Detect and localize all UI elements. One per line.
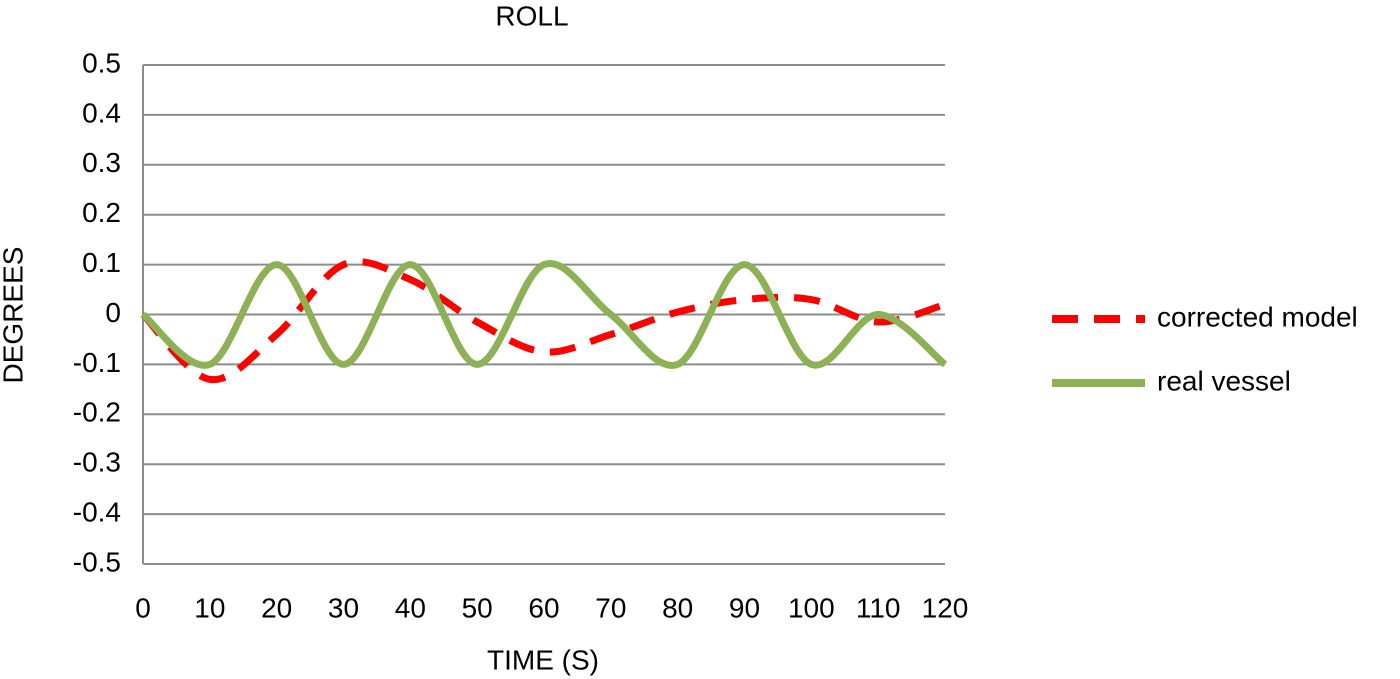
- series-line: [140, 260, 948, 369]
- y-tick-label: -0.5: [73, 546, 121, 577]
- x-tick-label: 10: [194, 592, 225, 623]
- y-tick-label: -0.2: [73, 397, 121, 428]
- y-axis-label: DEGREES: [0, 247, 28, 384]
- x-tick-label: 80: [662, 592, 693, 623]
- series-line: [140, 258, 947, 383]
- x-tick-label: 0: [135, 592, 151, 623]
- y-tick-label: -0.3: [73, 447, 121, 478]
- x-tick-label: 70: [595, 592, 626, 623]
- legend-label: corrected model: [1157, 301, 1358, 332]
- y-tick-label: -0.4: [73, 496, 121, 527]
- x-tick-label: 20: [261, 592, 292, 623]
- y-tick-label: 0.4: [82, 97, 121, 128]
- x-tick-label: 40: [395, 592, 426, 623]
- x-tick-label: 100: [788, 592, 835, 623]
- x-axis-label: TIME (S): [487, 644, 599, 675]
- y-tick-label: 0.3: [82, 147, 121, 178]
- y-tick-label: 0.5: [82, 47, 121, 78]
- x-tick-label: 60: [528, 592, 559, 623]
- x-tick-label: 110: [856, 592, 901, 623]
- x-tick-label: 30: [328, 592, 359, 623]
- y-tick-label: 0.1: [82, 247, 121, 278]
- y-tick-label: 0: [105, 297, 121, 328]
- y-tick-label: -0.1: [73, 347, 121, 378]
- chart-title: ROLL: [495, 0, 568, 31]
- x-tick-label: 50: [462, 592, 493, 623]
- y-tick-label: 0.2: [82, 197, 121, 228]
- legend-label: real vessel: [1157, 365, 1291, 396]
- x-tick-label: 120: [922, 592, 969, 623]
- x-tick-label: 90: [729, 592, 760, 623]
